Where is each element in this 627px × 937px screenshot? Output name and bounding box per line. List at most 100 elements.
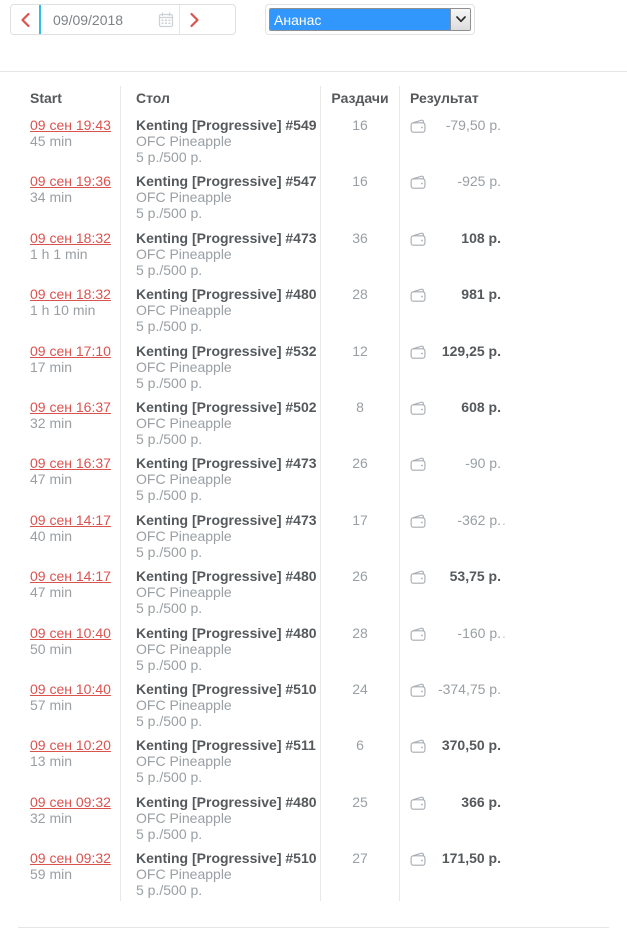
table-name: Kenting [Progressive] #510	[136, 850, 317, 867]
session-start-link[interactable]: 09 сен 16:37	[30, 455, 111, 472]
result-value: 608 р.	[461, 398, 501, 415]
start-cell: 09 сен 16:37 32 min	[18, 394, 120, 450]
session-duration: 40 min	[30, 527, 73, 544]
session-start-link[interactable]: 09 сен 19:43	[30, 117, 111, 133]
session-duration: 59 min	[30, 866, 73, 883]
result-cell: 108 р.	[399, 224, 609, 282]
wallet-icon	[410, 118, 427, 134]
result-cell: -90 р.	[399, 450, 609, 507]
session-start-link[interactable]: 09 сен 09:32	[30, 850, 111, 867]
stakes: 5 р./500 р.	[136, 487, 203, 504]
session-start-link[interactable]: 09 сен 09:32	[30, 793, 111, 810]
hands-count: 26	[352, 568, 368, 585]
hands-cell: 17	[320, 506, 399, 564]
table-cell: Kenting [Progressive] #480 OFC Pineapple…	[120, 281, 320, 338]
session-start-link[interactable]: 09 сен 10:40	[30, 680, 111, 697]
result-value: 53,75 р.	[449, 568, 501, 585]
game-type: OFC Pineapple	[136, 471, 232, 488]
header-table: Стол	[120, 86, 320, 112]
hands-count: 26	[352, 455, 368, 472]
table-name: Kenting [Progressive] #480	[136, 793, 317, 810]
hands-cell: 26	[320, 450, 399, 507]
session-duration: 32 min	[30, 809, 73, 826]
hands-count: 8	[356, 398, 364, 415]
session-start-link[interactable]: 09 сен 14:17	[30, 568, 111, 585]
table-row: 09 сен 18:32 1 h 10 min Kenting [Progres…	[18, 281, 609, 338]
hands-count: 24	[352, 680, 368, 697]
result-cell: 981 р.	[399, 281, 609, 338]
next-day-button[interactable]	[180, 5, 208, 34]
session-start-link[interactable]: 09 сен 10:40	[30, 624, 111, 641]
header-start: Start	[30, 90, 62, 106]
session-duration: 57 min	[30, 696, 73, 713]
session-start-link[interactable]: 09 сен 17:10	[30, 342, 111, 359]
stakes: 5 р./500 р.	[136, 712, 203, 729]
start-cell: 09 сен 10:40 57 min	[18, 676, 120, 732]
table-row: 09 сен 17:10 17 min Kenting [Progressive…	[18, 337, 609, 394]
table-body: 09 сен 19:43 45 min Kenting [Progressive…	[18, 112, 609, 902]
active-indicator-bar	[39, 5, 41, 34]
stakes: 5 р./500 р.	[136, 318, 203, 335]
table-cell: Kenting [Progressive] #480 OFC Pineapple…	[120, 619, 320, 676]
hands-count: 12	[352, 342, 368, 359]
bottom-divider	[18, 927, 609, 929]
result-value: -925 р.	[457, 173, 501, 190]
wallet-icon	[410, 851, 427, 867]
session-start-link[interactable]: 09 сен 18:32	[30, 286, 111, 303]
table-name: Kenting [Progressive] #532	[136, 342, 317, 359]
game-select[interactable]: Ананас	[269, 8, 471, 31]
header-hands: Раздачи	[320, 86, 399, 112]
wallet-icon	[410, 456, 427, 472]
session-start-link[interactable]: 09 сен 16:37	[30, 398, 111, 415]
start-cell: 09 сен 19:36 34 min	[18, 168, 120, 224]
result-cell: 370,50 р.	[399, 732, 609, 789]
start-cell: 09 сен 19:43 45 min	[18, 112, 120, 168]
session-duration: 47 min	[30, 584, 73, 601]
table-row: 09 сен 09:32 59 min Kenting [Progressive…	[18, 845, 609, 902]
game-select-value[interactable]: Ананас	[270, 9, 450, 30]
stakes: 5 р./500 р.	[136, 600, 203, 617]
session-duration: 45 min	[30, 133, 73, 149]
stakes: 5 р./500 р.	[136, 825, 203, 842]
stakes: 5 р./500 р.	[136, 656, 203, 673]
result-value: 981 р.	[461, 286, 501, 303]
hands-cell: 8	[320, 393, 399, 451]
result-cell: 366 р.	[399, 788, 609, 846]
start-cell: 09 сен 14:17 40 min	[18, 507, 120, 563]
wallet-icon	[410, 400, 427, 416]
table-name: Kenting [Progressive] #547	[136, 173, 317, 190]
select-arrow-button[interactable]	[450, 9, 470, 30]
start-cell: 09 сен 09:32 59 min	[18, 845, 120, 901]
date-input[interactable]	[41, 11, 153, 28]
session-start-link[interactable]: 09 сен 19:36	[30, 173, 111, 190]
table-row: 09 сен 14:17 47 min Kenting [Progressive…	[18, 563, 609, 620]
result-value: -374,75 р.	[437, 680, 501, 697]
table-cell: Kenting [Progressive] #510 OFC Pineapple…	[120, 675, 320, 733]
session-start-link[interactable]: 09 сен 10:20	[30, 737, 111, 754]
table-name: Kenting [Progressive] #473	[136, 455, 317, 472]
hands-cell: 28	[320, 281, 399, 338]
stakes: 5 р./500 р.	[136, 882, 203, 899]
table-name: Kenting [Progressive] #502	[136, 398, 317, 415]
table-name: Kenting [Progressive] #549	[136, 117, 317, 133]
wallet-icon	[410, 344, 427, 360]
wallet-icon	[410, 287, 427, 303]
session-duration: 1 h 1 min	[30, 245, 88, 262]
result-value: 108 р.	[461, 229, 501, 246]
table-cell: Kenting [Progressive] #549 OFC Pineapple…	[120, 112, 320, 169]
session-start-link[interactable]: 09 сен 18:32	[30, 229, 111, 246]
game-type: OFC Pineapple	[136, 189, 232, 206]
calendar-button[interactable]	[153, 5, 179, 34]
stakes: 5 р./500 р.	[136, 430, 203, 447]
separator	[179, 5, 180, 34]
result-value: -90 р.	[465, 455, 501, 472]
result-cell: -79,50 р.	[399, 112, 609, 169]
table-cell: Kenting [Progressive] #532 OFC Pineapple…	[120, 337, 320, 394]
session-duration: 1 h 10 min	[30, 302, 96, 319]
previous-day-button[interactable]	[11, 5, 39, 34]
table-cell: Kenting [Progressive] #510 OFC Pineapple…	[120, 845, 320, 902]
hands-count: 16	[352, 173, 368, 190]
session-start-link[interactable]: 09 сен 14:17	[30, 511, 111, 528]
table-row: 09 сен 18:32 1 h 1 min Kenting [Progress…	[18, 224, 609, 282]
result-cell: -160 р..	[399, 619, 609, 676]
